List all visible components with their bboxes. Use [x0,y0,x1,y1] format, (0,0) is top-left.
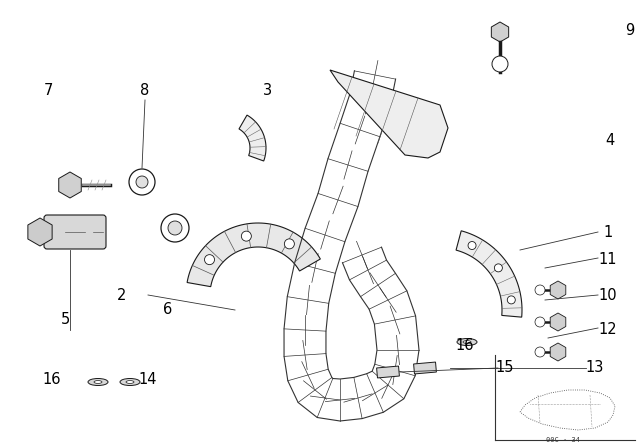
Polygon shape [59,172,81,198]
Polygon shape [550,313,566,331]
Text: 5: 5 [60,313,70,327]
Ellipse shape [120,379,140,385]
Text: 00C · 34-: 00C · 34- [546,437,584,443]
Ellipse shape [126,381,134,383]
Ellipse shape [463,340,471,344]
Circle shape [136,176,148,188]
Circle shape [535,347,545,357]
Ellipse shape [94,381,102,383]
Polygon shape [550,281,566,299]
Circle shape [468,241,476,250]
Text: 8: 8 [140,82,150,98]
Text: 7: 7 [44,82,52,98]
Text: 1: 1 [604,224,612,240]
Text: 16: 16 [456,337,474,353]
Polygon shape [284,71,419,421]
Circle shape [241,231,252,241]
Circle shape [492,56,508,72]
Circle shape [129,169,155,195]
Polygon shape [187,223,321,287]
Circle shape [494,264,502,272]
Circle shape [535,317,545,327]
Text: 12: 12 [598,323,618,337]
Circle shape [161,214,189,242]
Text: 6: 6 [163,302,173,318]
Text: 2: 2 [117,288,127,302]
Circle shape [535,285,545,295]
Circle shape [508,296,515,304]
Text: 3: 3 [264,82,273,98]
Text: 15: 15 [496,361,515,375]
Ellipse shape [88,379,108,385]
Polygon shape [239,115,266,161]
Polygon shape [456,231,522,317]
Ellipse shape [457,339,477,345]
FancyBboxPatch shape [44,215,106,249]
Text: 13: 13 [586,361,604,375]
Text: 9: 9 [625,22,635,38]
Polygon shape [550,343,566,361]
Text: 14: 14 [139,372,157,388]
Text: 16: 16 [43,372,61,388]
Text: 4: 4 [605,133,614,147]
Circle shape [284,239,294,249]
Polygon shape [376,366,399,378]
Circle shape [168,221,182,235]
Polygon shape [492,22,509,42]
Polygon shape [28,218,52,246]
Text: 11: 11 [599,253,617,267]
Text: 10: 10 [598,288,618,302]
Polygon shape [330,70,448,158]
Circle shape [205,254,214,265]
Polygon shape [413,362,436,374]
